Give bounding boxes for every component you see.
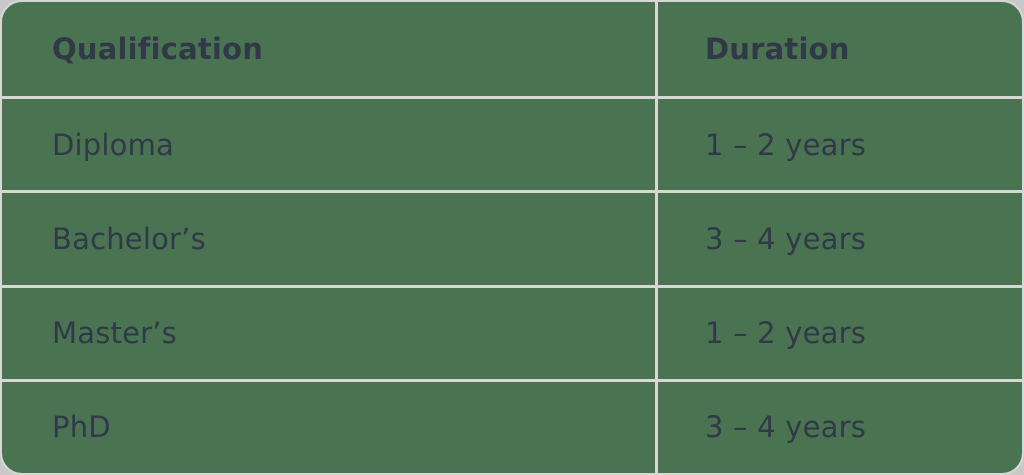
header-row: Qualification Duration [2, 2, 1022, 97]
qualification-cell: PhD [52, 410, 111, 445]
qualification-cell: Master’s [52, 316, 177, 351]
column-header-duration: Duration [655, 2, 1022, 97]
column-header-qualification: Qualification [52, 32, 264, 67]
table-row: Diploma 1 – 2 years [2, 96, 1022, 191]
table-row: Bachelor’s 3 – 4 years [2, 190, 1022, 285]
table-row: PhD 3 – 4 years [2, 378, 1022, 473]
duration-cell: 1 – 2 years [655, 287, 1022, 379]
table-row: Master’s 1 – 2 years [2, 284, 1022, 379]
qualification-cell: Bachelor’s [52, 221, 206, 256]
qualification-cell: Diploma [52, 127, 175, 162]
duration-cell: 3 – 4 years [655, 193, 1022, 285]
duration-cell: 3 – 4 years [655, 381, 1022, 473]
duration-cell: 1 – 2 years [655, 99, 1022, 191]
